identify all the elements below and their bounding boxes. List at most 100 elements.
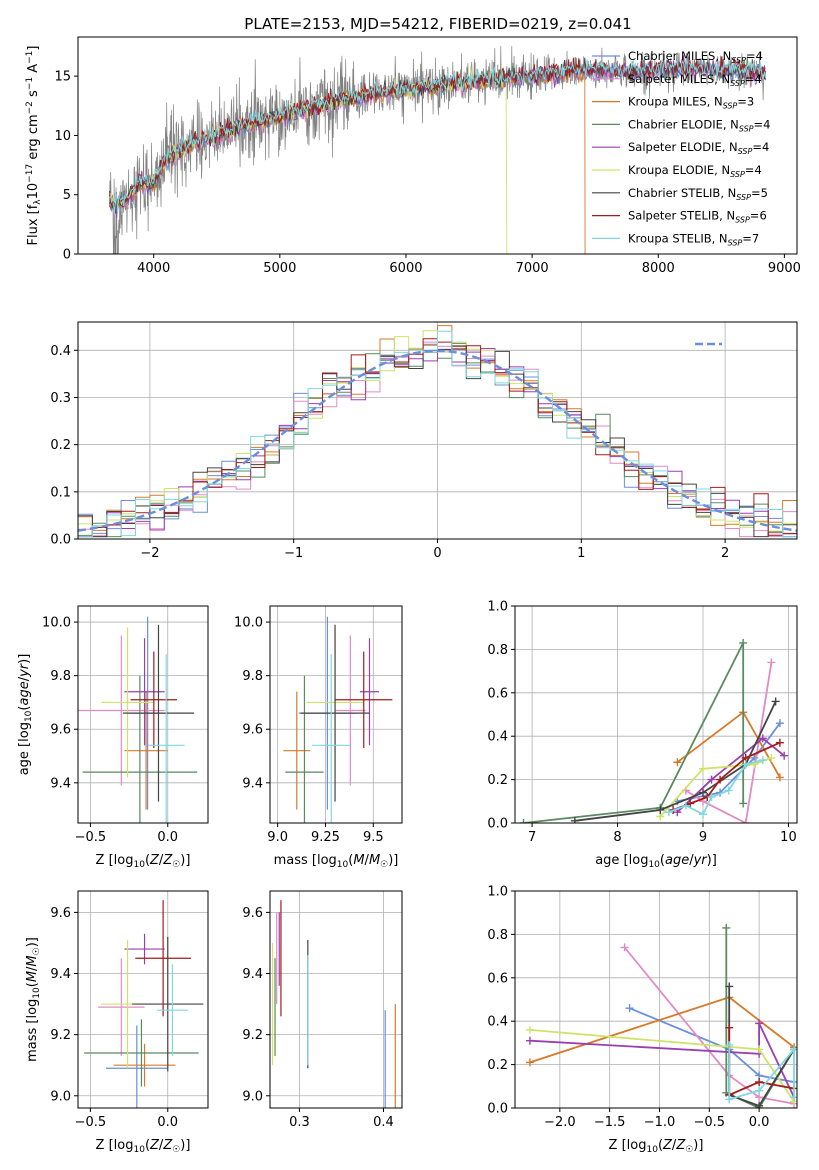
weight-marker [739, 638, 748, 647]
x-tick-label: 0.0 [157, 1115, 178, 1130]
panel-3: 9.0 9.25 9.5 9.4 9.6 9.8 10.0 mass [log10(M/M☉)… [234, 605, 403, 870]
y-tick-label: 9.2 [50, 1028, 71, 1043]
x-tick-label: 1 [577, 546, 585, 561]
y-tick-label: 0.1 [50, 485, 71, 500]
plot-area [271, 900, 396, 1108]
weight-marker [620, 943, 629, 952]
y-tick-label: 9.4 [242, 776, 263, 791]
x-tick-label: 9.25 [311, 830, 340, 845]
weight-marker [741, 760, 750, 769]
weight-marker [755, 1086, 764, 1095]
y-tick-label: 9.2 [242, 1028, 263, 1043]
y-tick-label: 9.0 [242, 1089, 263, 1104]
plot-area [78, 325, 797, 538]
y-tick-label: 15 [54, 70, 71, 85]
axes-frame [514, 890, 798, 1109]
legend-entry: Salpeter ELODIE, NSSP=4 [628, 140, 769, 156]
axes-frame [514, 605, 798, 824]
y-tick-label: 9.4 [242, 967, 263, 982]
weight-marker [625, 1004, 634, 1013]
y-tick-label: 0.2 [487, 1058, 508, 1073]
y-tick-label: 9.6 [50, 723, 71, 738]
weight-marker [699, 788, 707, 797]
weight-marker [686, 799, 695, 808]
weight-marker [725, 1023, 734, 1032]
legend-entry: Chabrier STELIB, NSSP=5 [628, 186, 768, 202]
x-tick-label: −1.5 [594, 1115, 626, 1130]
x-tick-label: 0.4 [373, 1115, 394, 1130]
weight-marker [755, 1101, 764, 1108]
weight-marker [739, 799, 748, 808]
weight-marker [758, 734, 767, 743]
x-tick-label: −1 [284, 546, 303, 561]
weight-marker [525, 1058, 534, 1067]
weight-marker [707, 775, 716, 784]
weight-marker [656, 805, 665, 814]
x-tick-label: 0.0 [749, 1115, 770, 1130]
axes-frame [77, 890, 209, 1109]
x-tick-label: 4000 [137, 261, 170, 276]
panel-5: −0.5 0.0 9.0 9.2 9.4 9.6 Z [log10(Z/Z☉)] mass [… [25, 890, 209, 1155]
y-tick-label: 0.3 [50, 391, 71, 406]
plot-area [525, 923, 797, 1108]
y-tick-label: 0.6 [487, 971, 508, 986]
weight-marker [725, 1041, 734, 1050]
axes-frame [269, 605, 403, 824]
y-tick-label: 9.6 [242, 906, 263, 921]
legend-entry: Chabrier MILES, NSSP=4 [628, 49, 763, 65]
x-tick-label: −2 [140, 546, 159, 561]
y-tick-label: 0.4 [487, 730, 508, 745]
x-axis-label: age [log10(age/yr)] [595, 853, 717, 870]
plot-area [519, 638, 789, 823]
weight-marker [699, 764, 707, 773]
plot-area [84, 900, 204, 1108]
x-tick-label: 8000 [642, 261, 675, 276]
weight-marker [725, 982, 734, 991]
y-tick-label: 0.4 [50, 344, 71, 359]
y-tick-label: 9.8 [50, 669, 71, 684]
y-axis-label: Flux [fλ10−17 erg cm−2 s−1 A−1] [25, 46, 43, 246]
y-tick-label: 10.0 [234, 616, 263, 631]
y-tick-label: 10.0 [42, 616, 71, 631]
normal-curve [78, 349, 797, 532]
y-tick-label: 9.6 [242, 723, 263, 738]
model-spectrum-kroupa-stelib [109, 59, 766, 215]
panel-1: −2 −1 0 1 2 0.0 0.1 0.2 0.3 0.4 [50, 321, 798, 561]
x-tick-label: 5000 [263, 261, 296, 276]
weight-line-chabrier-elodie [523, 642, 745, 823]
weight-marker [707, 792, 716, 801]
weight-marker [722, 923, 731, 932]
weight-marker [725, 1095, 734, 1104]
legend: Chabrier MILES, NSSP=4 Salpeter MILES, NS… [592, 49, 770, 247]
y-axis-label: mass [log10(M/M☉)] [25, 937, 42, 1062]
panel-2: −0.5 0.0 9.4 9.6 9.8 10.0 Z [log10(Z/Z☉)] age [… [17, 605, 209, 870]
y-tick-label: 0 [63, 248, 71, 263]
x-tick-label: −0.5 [694, 1115, 726, 1130]
y-tick-label: 9.4 [50, 776, 71, 791]
y-tick-label: 0.8 [487, 643, 508, 658]
y-tick-label: 1.0 [487, 885, 508, 900]
histogram-kroupa-stelib [78, 330, 797, 538]
x-axis-label: mass [log10(M/M☉)] [274, 853, 399, 870]
y-tick-label: 9.6 [50, 906, 71, 921]
weight-marker [755, 1019, 764, 1028]
weight-marker [525, 1025, 534, 1034]
y-tick-label: 9.4 [50, 967, 71, 982]
x-axis-label: Z [log10(Z/Z☉)] [609, 1138, 704, 1155]
chart-title: PLATE=2153, MJD=54212, FIBERID=0219, z=0… [244, 15, 631, 33]
x-tick-label: 9.0 [267, 830, 288, 845]
weight-marker [716, 775, 725, 784]
axes-frame [269, 890, 403, 1109]
y-tick-label: 0.2 [50, 438, 71, 453]
plot-area [109, 45, 766, 254]
legend-entry: Salpeter MILES, NSSP=4 [628, 72, 762, 88]
y-tick-label: 0.0 [487, 1102, 508, 1117]
legend-entry: Kroupa STELIB, NSSP=7 [628, 231, 759, 247]
weight-line-chabrier-miles [677, 722, 781, 803]
weight-marker [673, 758, 682, 767]
legend-entry: Chabrier ELODIE, NSSP=4 [628, 117, 770, 133]
weight-marker [570, 816, 579, 823]
weight-marker [767, 658, 776, 667]
weight-marker [780, 751, 789, 760]
weight-marker [758, 756, 767, 765]
